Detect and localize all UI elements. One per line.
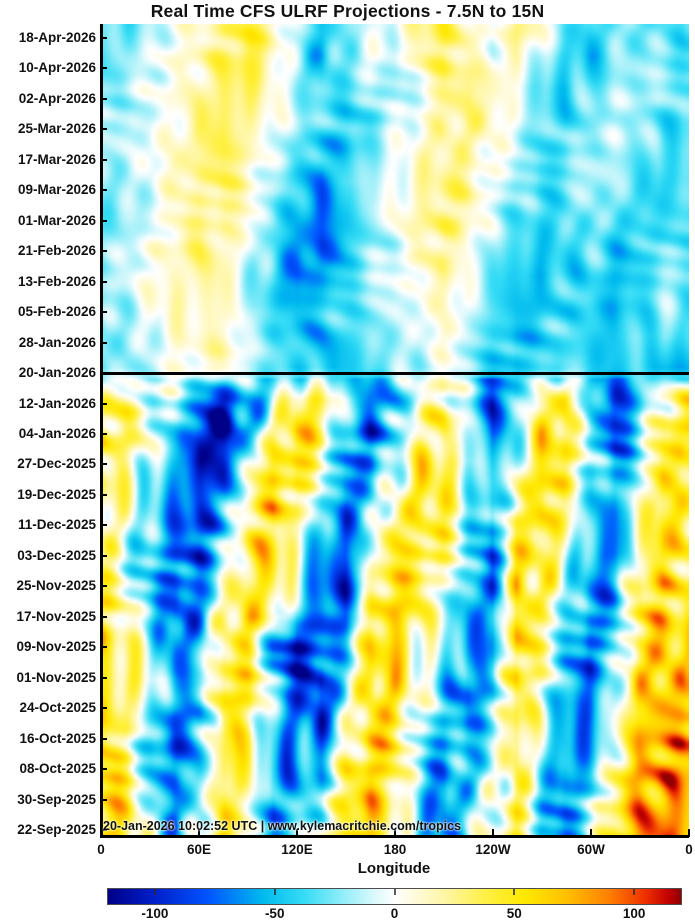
y-tick-mark	[101, 280, 107, 283]
colorbar-tick-mark	[273, 889, 276, 895]
y-tick-mark	[101, 311, 107, 314]
y-tick-mark	[101, 707, 107, 710]
colorbar-tick-label: -50	[264, 906, 285, 921]
y-tick-mark	[101, 402, 107, 405]
y-tick-mark	[101, 97, 107, 100]
x-tick-label: 120E	[281, 842, 313, 857]
y-tick-mark	[101, 646, 107, 649]
colorbar-tick-label: 50	[506, 906, 522, 921]
y-tick-label: 01-Mar-2026	[17, 212, 96, 228]
y-tick-mark	[101, 67, 107, 70]
x-tick-mark	[688, 829, 690, 837]
x-tick-label: 0	[97, 842, 105, 857]
y-tick-mark	[101, 433, 107, 435]
y-tick-label: 08-Oct-2025	[19, 761, 96, 777]
y-tick-mark	[101, 676, 107, 679]
y-tick-label: 09-Mar-2026	[17, 182, 96, 198]
y-tick-label: 21-Feb-2026	[17, 243, 96, 259]
y-tick-label: 25-Nov-2025	[16, 578, 96, 594]
y-tick-mark	[101, 189, 107, 192]
x-tick-mark	[100, 829, 102, 837]
y-tick-label: 05-Feb-2026	[17, 304, 96, 320]
x-tick-label: 0	[685, 842, 693, 857]
y-axis-line	[100, 24, 103, 837]
y-tick-label: 17-Nov-2025	[16, 608, 96, 624]
y-tick-label: 19-Dec-2025	[17, 486, 96, 502]
y-tick-label: 27-Dec-2025	[17, 456, 96, 472]
x-tick-mark	[590, 829, 592, 837]
x-tick-mark	[198, 829, 200, 837]
x-tick-mark	[492, 829, 494, 837]
y-tick-label: 25-Mar-2026	[17, 121, 96, 137]
y-tick-mark	[101, 768, 107, 771]
y-tick-label: 03-Dec-2025	[17, 547, 96, 563]
x-axis-title: Longitude	[357, 860, 431, 877]
x-tick-label: 60E	[186, 842, 212, 857]
heatmap-canvas	[101, 24, 689, 837]
colorbar-tick-mark	[153, 889, 156, 895]
y-tick-mark	[101, 128, 107, 131]
y-tick-mark	[101, 829, 107, 831]
page-title: Real Time CFS ULRF Projections - 7.5N to…	[150, 1, 545, 21]
y-tick-label: 12-Jan-2026	[18, 395, 96, 411]
y-tick-label: 22-Sep-2025	[17, 822, 96, 837]
colorbar-tick-label: 100	[622, 906, 646, 921]
colorbar-tick-mark	[513, 889, 516, 895]
y-tick-mark	[101, 737, 107, 740]
y-tick-mark	[101, 615, 107, 618]
y-tick-label: 30-Sep-2025	[17, 791, 96, 807]
y-tick-label: 13-Feb-2026	[17, 273, 96, 289]
colorbar-tick-label: -100	[141, 906, 169, 921]
colorbar-tick-label: 0	[390, 906, 399, 921]
x-tick-mark	[296, 829, 298, 837]
current-date-line	[101, 371, 689, 375]
y-tick-label: 24-Oct-2025	[19, 700, 96, 716]
y-tick-label: 20-Jan-2026	[18, 365, 96, 381]
colorbar	[107, 888, 682, 905]
watermark-text: 20-Jan-2026 10:02:52 UTC | www.kylemacri…	[103, 819, 462, 833]
y-tick-mark	[101, 798, 107, 801]
x-tick-label: 60W	[577, 842, 605, 857]
x-tick-label: 180	[383, 842, 407, 857]
y-tick-mark	[101, 585, 107, 588]
colorbar-tick-mark	[633, 889, 636, 895]
y-tick-mark	[101, 219, 107, 222]
y-tick-mark	[101, 554, 107, 557]
y-tick-mark	[101, 250, 107, 253]
y-tick-label: 09-Nov-2025	[16, 639, 96, 655]
y-tick-mark	[101, 524, 107, 527]
y-tick-label: 04-Jan-2026	[18, 426, 96, 441]
x-tick-label: 120W	[475, 842, 511, 857]
colorbar-tick-mark	[393, 889, 396, 895]
y-tick-mark	[101, 341, 107, 344]
y-tick-label: 01-Nov-2025	[16, 669, 96, 685]
y-tick-label: 02-Apr-2026	[18, 90, 96, 106]
x-tick-mark	[394, 829, 396, 837]
y-tick-label: 11-Dec-2025	[17, 517, 96, 533]
y-tick-label: 10-Apr-2026	[18, 60, 96, 76]
y-tick-label: 28-Jan-2026	[18, 334, 96, 350]
y-tick-mark	[101, 493, 107, 496]
y-tick-mark	[101, 463, 107, 466]
y-tick-label: 18-Apr-2026	[18, 30, 96, 45]
y-tick-label: 17-Mar-2026	[17, 151, 96, 167]
y-tick-label: 16-Oct-2025	[19, 730, 96, 746]
y-tick-mark	[101, 158, 107, 161]
y-tick-mark	[101, 37, 107, 39]
